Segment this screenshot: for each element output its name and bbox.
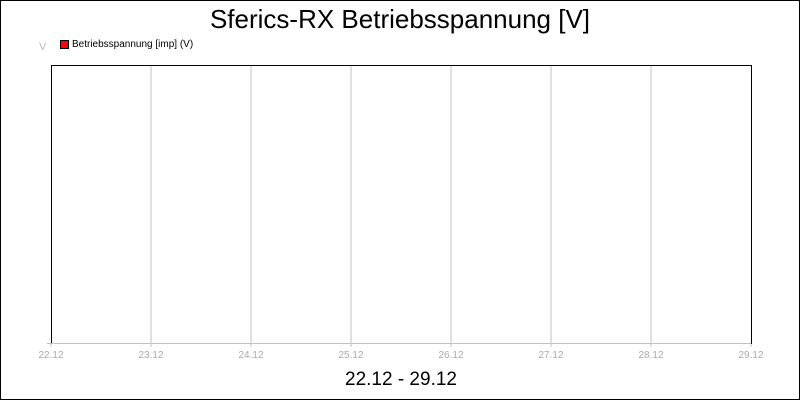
x-tick-label: 26.12 bbox=[438, 350, 463, 361]
x-axis-label: 22.12 - 29.12 bbox=[345, 369, 457, 390]
y-axis-label: V bbox=[39, 41, 47, 53]
x-tick-label: 22.12 bbox=[38, 350, 63, 361]
legend: Betriebsspannung [imp] (V) bbox=[60, 39, 193, 50]
x-tick-label: 25.12 bbox=[338, 350, 363, 361]
legend-swatch bbox=[60, 40, 69, 49]
x-tick-label: 23.12 bbox=[138, 350, 163, 361]
chart-title: Sferics-RX Betriebsspannung [V] bbox=[209, 4, 591, 34]
x-tick-label: 28.12 bbox=[638, 350, 663, 361]
x-tick-label: 29.12 bbox=[738, 350, 763, 361]
plot-border bbox=[51, 65, 752, 344]
x-tick-label: 24.12 bbox=[238, 350, 263, 361]
legend-label: Betriebsspannung [imp] (V) bbox=[72, 39, 194, 50]
x-tick-label: 27.12 bbox=[538, 350, 563, 361]
